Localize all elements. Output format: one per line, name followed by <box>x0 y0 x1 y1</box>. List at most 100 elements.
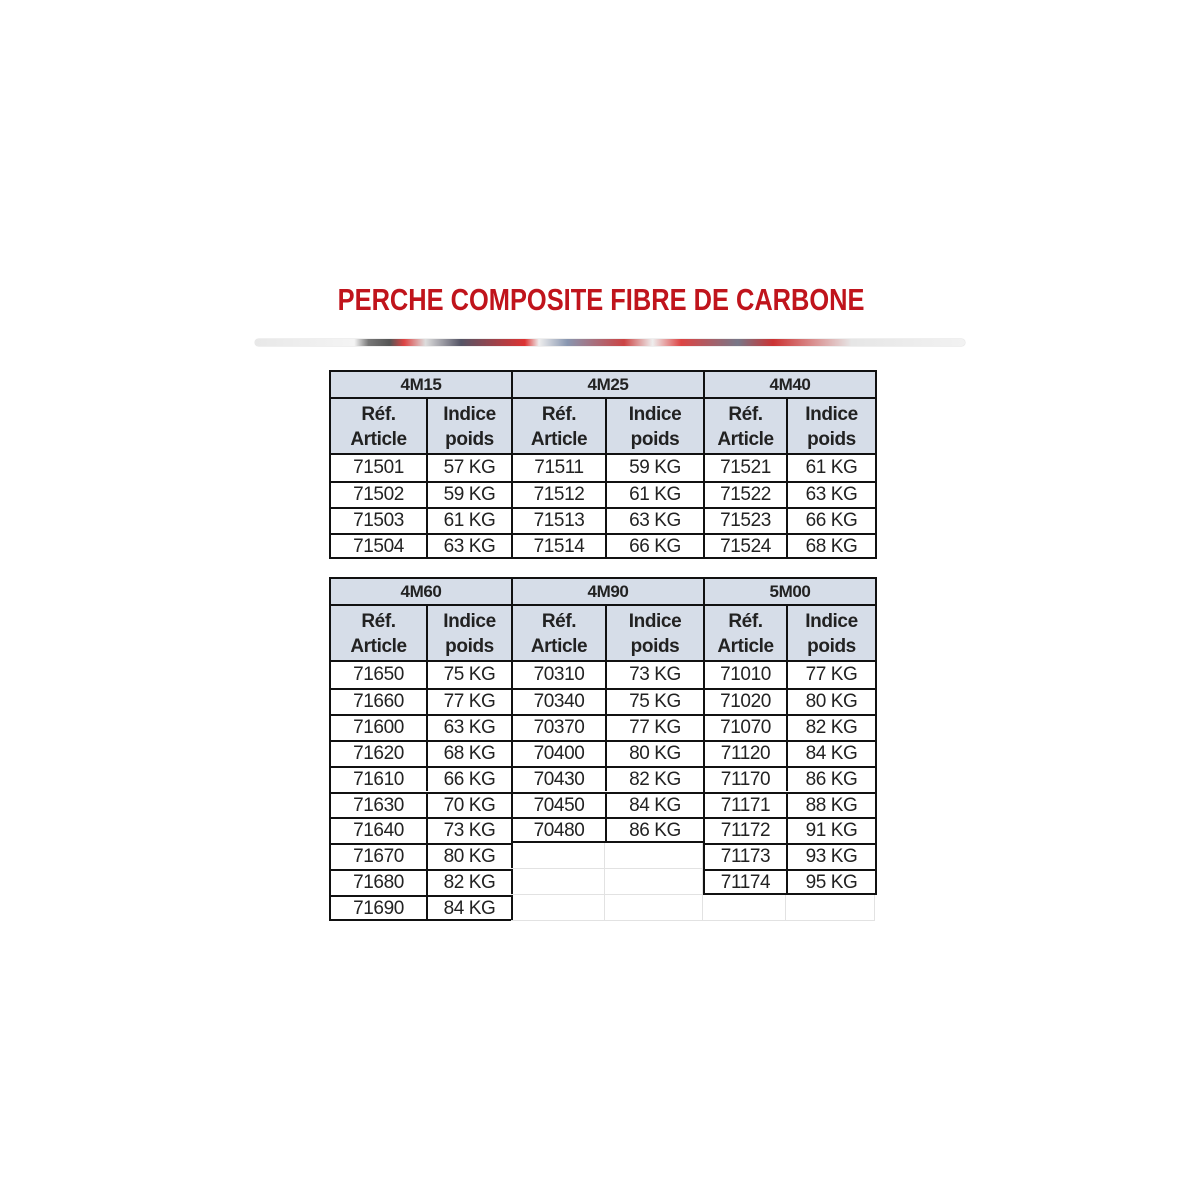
ref-article-cell: 71070 <box>705 713 788 740</box>
ref-article-cell: 71501 <box>331 455 428 481</box>
length-group-4m90: 4M90 Réf. Article Indice poids 70310 73 KG 7034… <box>511 577 705 844</box>
ref-article-cell: 71512 <box>513 480 607 507</box>
length-header: 4M90 <box>513 579 703 606</box>
header-line: Indice <box>443 611 496 632</box>
ref-article-cell: 71120 <box>705 739 788 766</box>
header-line: Réf. <box>541 611 577 632</box>
indice-poids-cell: 77 KG <box>428 687 511 714</box>
ref-article-cell: 71640 <box>331 817 428 844</box>
header-line: poids <box>630 636 680 657</box>
indice-poids-cell: 82 KG <box>428 869 511 895</box>
header-line: Article <box>530 429 588 450</box>
ref-article-cell: 71521 <box>705 455 788 481</box>
indice-poids-cell: 73 KG <box>629 664 681 685</box>
ref-article-cell: 70400 <box>513 739 607 766</box>
empty-cell <box>605 895 703 921</box>
header-line: poids <box>807 636 856 657</box>
ref-article-cell: 71690 <box>331 895 428 921</box>
indice-poids-cell: 59 KG <box>428 480 511 507</box>
ref-article-cell: 71503 <box>331 506 428 533</box>
indice-poids-cell: 86 KG <box>788 765 875 792</box>
header-line: Indice <box>805 404 858 425</box>
indice-poids-cell: 63 KG <box>428 532 511 559</box>
ref-article-cell: 71173 <box>705 843 788 870</box>
indice-poids-cell: 63 KG <box>607 506 703 533</box>
ref-article-cell: 71504 <box>331 532 428 559</box>
length-header: 4M15 <box>331 372 511 399</box>
ref-article-cell: 70430 <box>513 765 607 792</box>
indice-poids-cell: 63 KG <box>788 480 875 507</box>
length-group-4m60: 4M60 Réf. Article Indice poids 71650 75 KG 7166… <box>329 577 513 921</box>
ref-article-cell: 70450 <box>513 791 607 818</box>
ref-article-cell: 71620 <box>331 739 428 766</box>
ref-article-cell: 71170 <box>705 765 788 792</box>
empty-cell <box>703 895 786 921</box>
indice-poids-cell: 80 KG <box>607 739 703 766</box>
ref-article-cell: 71522 <box>705 480 788 507</box>
pole-image <box>255 339 965 346</box>
empty-cell <box>786 895 875 921</box>
ref-article-header: Réf. Article <box>331 606 428 662</box>
header-line: Réf. <box>361 611 396 632</box>
indice-poids-header: Indice poids <box>607 399 703 455</box>
indice-poids-cell: 86 KG <box>607 817 703 843</box>
ref-article-cell: 71630 <box>331 791 428 818</box>
header-line: Réf. <box>361 404 396 425</box>
indice-poids-cell: 63 KG <box>428 713 511 740</box>
ref-article-cell: 71171 <box>705 791 788 818</box>
indice-poids-cell: 88 KG <box>788 791 875 818</box>
indice-poids-header: Indice poids <box>428 399 511 455</box>
indice-poids-header: Indice poids <box>788 399 875 455</box>
indice-poids-cell: 84 KG <box>428 895 511 921</box>
ref-article-header: Réf. Article <box>705 399 788 455</box>
indice-poids-cell: 73 KG <box>428 817 511 843</box>
header-line: poids <box>807 429 856 450</box>
header-line: Article <box>350 429 407 450</box>
indice-poids-cell: 61 KG <box>428 506 511 533</box>
header-line: Indice <box>628 404 682 425</box>
indice-poids-cell: 84 KG <box>607 791 703 818</box>
ref-article-cell: 70480 <box>513 817 607 844</box>
indice-poids-cell: 66 KG <box>788 506 875 533</box>
header-line: Indice <box>443 404 496 425</box>
length-header: 4M25 <box>513 372 703 399</box>
length-header: 4M40 <box>705 372 875 399</box>
indice-poids-cell: 95 KG <box>788 869 875 895</box>
indice-poids-header: Indice poids <box>428 606 511 662</box>
page-title: PERCHE COMPOSITE FIBRE DE CARBONE <box>337 282 865 317</box>
header-line: poids <box>445 429 494 450</box>
indice-poids-cell: 93 KG <box>788 843 875 869</box>
header-line: Indice <box>628 611 682 632</box>
indice-poids-cell: 82 KG <box>607 765 703 792</box>
indice-poids-cell: 61 KG <box>805 457 858 478</box>
empty-cell <box>511 869 605 896</box>
empty-cell <box>605 843 703 870</box>
ref-article-cell: 71174 <box>705 869 788 896</box>
indice-poids-cell: 91 KG <box>788 817 875 843</box>
header-line: Article <box>717 636 774 657</box>
length-group-4m25: 4M25 Réf. Article Indice poids 71511 59 KG 7151… <box>511 370 705 559</box>
indice-poids-cell: 59 KG <box>629 457 681 478</box>
header-line: Article <box>717 429 774 450</box>
length-header: 5M00 <box>705 579 875 606</box>
empty-cell <box>511 843 605 870</box>
indice-poids-cell: 70 KG <box>428 791 511 818</box>
indice-poids-cell: 75 KG <box>607 687 703 714</box>
ref-article-cell: 71514 <box>513 532 607 559</box>
indice-poids-cell: 57 KG <box>443 457 496 478</box>
header-line: poids <box>445 636 494 657</box>
ref-article-cell: 71502 <box>331 480 428 507</box>
header-line: Réf. <box>541 404 577 425</box>
indice-poids-cell: 75 KG <box>443 664 496 685</box>
ref-article-cell: 70370 <box>513 713 607 740</box>
ref-article-cell: 71650 <box>331 662 428 688</box>
ref-article-cell: 70310 <box>513 662 607 688</box>
indice-poids-cell: 80 KG <box>788 687 875 714</box>
ref-article-cell: 71010 <box>705 662 788 688</box>
indice-poids-header: Indice poids <box>607 606 703 662</box>
empty-cell <box>605 869 703 896</box>
header-line: poids <box>630 429 680 450</box>
ref-article-cell: 71660 <box>331 687 428 714</box>
ref-article-cell: 71670 <box>331 843 428 870</box>
ref-article-cell: 71680 <box>331 869 428 896</box>
